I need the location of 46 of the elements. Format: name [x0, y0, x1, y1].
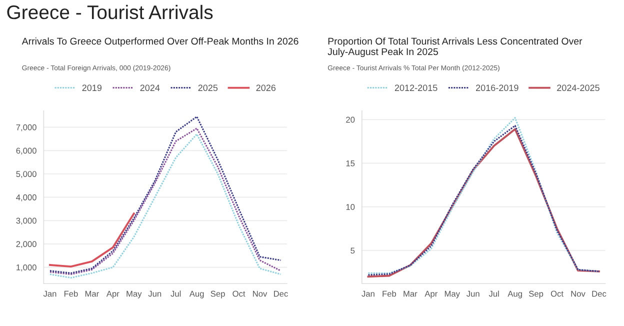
x-tick-label: Sep — [210, 290, 225, 298]
x-tick-label: May — [126, 290, 142, 298]
legend-label: 2019 — [82, 84, 102, 92]
line-series — [49, 212, 135, 268]
x-tick-label: Apr — [424, 290, 438, 298]
x-tick-label: Mar — [404, 290, 418, 297]
y-tick-label: 6,000 — [16, 148, 36, 155]
y-tick-label: 1,000 — [16, 264, 36, 272]
y-tick-label: 4,000 — [16, 194, 36, 202]
x-tick-label: Mar — [85, 290, 99, 297]
x-tick-label: Dec — [592, 290, 606, 297]
legend-label: 2026 — [256, 84, 276, 92]
legend-label: 2012-2015 — [394, 84, 438, 92]
x-tick-label: Feb — [382, 290, 396, 297]
x-tick-label: Dec — [274, 290, 288, 297]
x-tick-label: Aug — [508, 290, 522, 298]
y-tick-label: 3,000 — [16, 218, 36, 225]
text: Greece - Tourist Arrivals — [7, 4, 213, 20]
y-tick-label: 2,000 — [16, 241, 36, 248]
y-tick-label: 5 — [350, 248, 355, 254]
x-tick-label: Apr — [106, 290, 120, 298]
x-tick-label: Feb — [64, 290, 78, 297]
legend-label: 2025 — [198, 84, 218, 92]
x-tick-label: Nov — [571, 290, 586, 297]
x-tick-label: Jul — [170, 290, 181, 297]
legend-label: 2016-2019 — [476, 84, 518, 92]
y-tick-label: 5,000 — [16, 171, 36, 178]
x-tick-label: Jan — [362, 290, 374, 297]
x-tick-label: Oct — [550, 290, 564, 297]
x-tick-label: Aug — [189, 290, 204, 298]
chart-title: Proportion Of Total Tourist Arrivals Less Concentrated Over July-August Peak In 2025 — [328, 37, 582, 58]
y-tick-label: 10 — [346, 204, 355, 210]
x-tick-label: Jan — [43, 290, 56, 297]
x-tick-label: Jun — [148, 290, 162, 297]
x-tick-label: May — [444, 290, 460, 298]
y-tick-label: 20 — [346, 116, 355, 123]
y-tick-label: 7,000 — [16, 124, 36, 132]
x-tick-label: Oct — [232, 290, 246, 297]
y-tick-label: 15 — [346, 160, 355, 166]
x-tick-label: Sep — [529, 290, 544, 298]
legend-label: 2024 — [140, 84, 160, 92]
chart-title: Arrivals To Greece Outperformed Over Off-Peak Months In 2026 — [22, 37, 298, 47]
x-tick-label: Jun — [466, 290, 480, 297]
x-tick-label: Jul — [488, 290, 499, 297]
legend-label: 2024-2025 — [557, 84, 600, 92]
x-tick-label: Nov — [253, 290, 268, 297]
